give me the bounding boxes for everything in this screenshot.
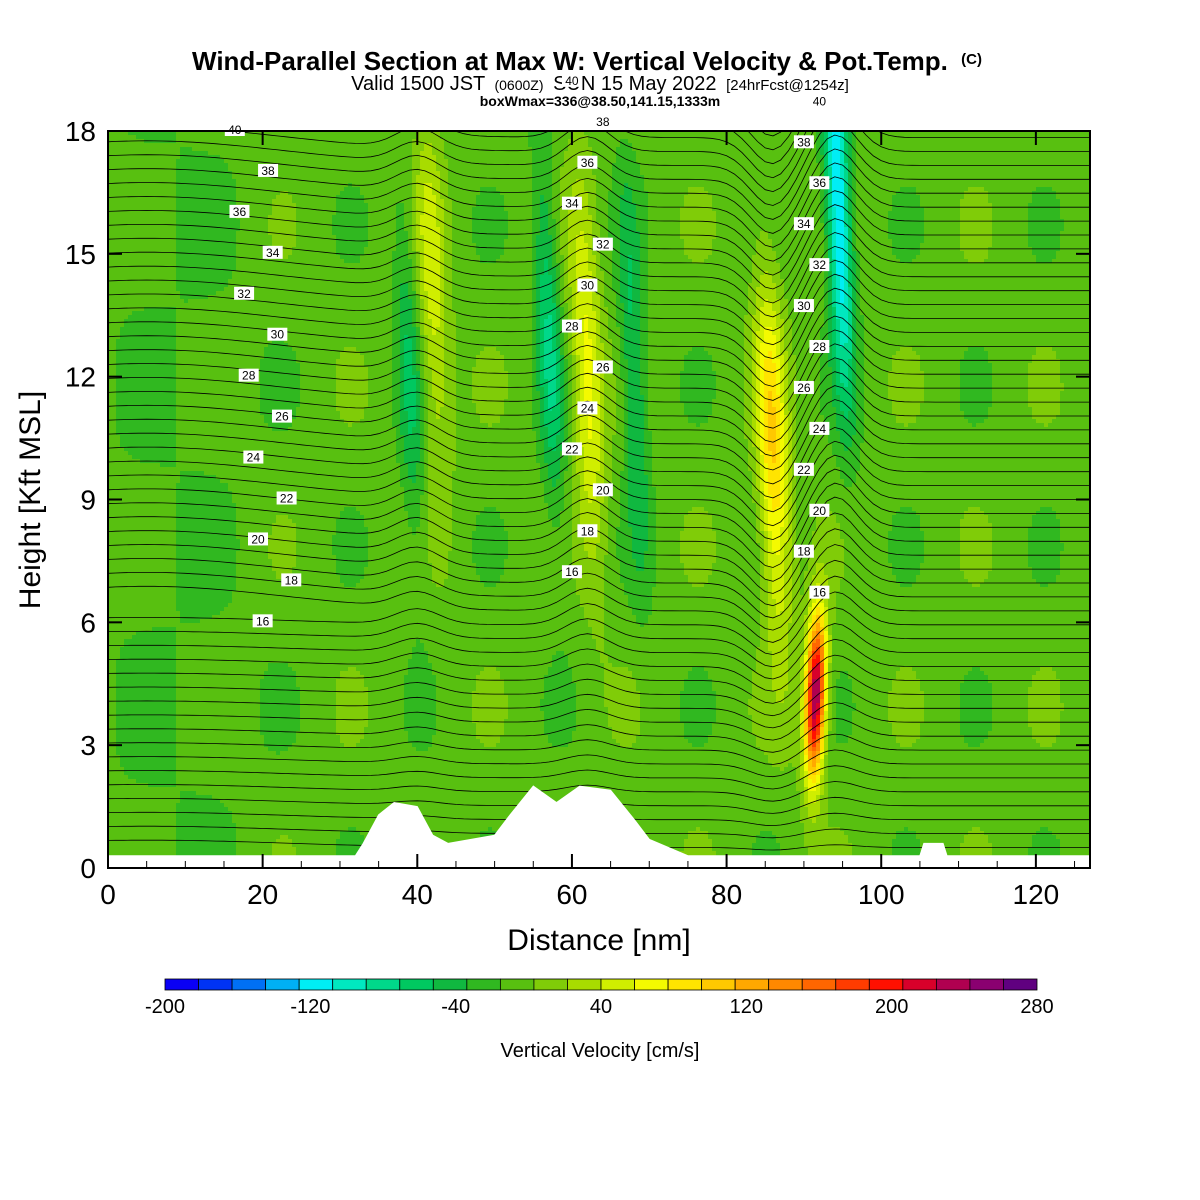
colorbar-swatch [903,979,937,990]
y-tick-label: 3 [80,730,96,761]
colorbar-swatch [199,979,233,990]
colorbar-label: Vertical Velocity [cm/s] [501,1040,700,1062]
y-tick-label: 18 [65,116,96,147]
chart-title: Wind-Parallel Section at Max W: Vertical… [192,46,982,76]
contour-label: 32 [593,238,613,252]
colorbar-swatch [836,979,870,990]
colorbar-tick-label: -40 [441,996,470,1018]
colorbar-swatch [467,979,501,990]
contour-label: 16 [809,586,829,600]
colorbar-swatch [735,979,769,990]
contour-label: 38 [593,115,613,129]
colorbar-swatch [970,979,1004,990]
colorbar-swatch [366,979,400,990]
colorbar-tick-label: 200 [875,996,908,1018]
colorbar-swatch [769,979,803,990]
colorbar-swatch [702,979,736,990]
x-tick-label: 40 [402,879,433,910]
contour-label: 26 [593,360,613,374]
x-tick-label: 60 [556,879,587,910]
contour-label: 20 [809,504,829,518]
contour-label: 18 [577,524,597,538]
colorbar-swatch [534,979,568,990]
chart: Wind-Parallel Section at Max W: Vertical… [0,0,1200,1200]
x-tick-label: 100 [858,879,905,910]
contour-label: 18 [281,573,301,587]
y-tick-label: 0 [80,853,96,884]
contour-label: 24 [243,451,263,465]
y-tick-label: 9 [80,485,96,516]
y-axis-label: Height [Kft MSL] [14,391,47,609]
y-tick-label: 15 [65,239,96,270]
contour-label: 34 [562,197,582,211]
x-axis-label: Distance [nm] [507,924,690,957]
chart-subtitle: Valid 1500 JST (0600Z) SUN 15 May 2022 [… [351,73,849,95]
contour-label: 34 [263,246,283,260]
colorbar-tick-label: -200 [145,996,185,1018]
contour-label: 16 [562,565,582,579]
contour-label: 32 [234,287,254,301]
contour-label: 30 [267,328,287,342]
chart-subtitle-2: boxWmax=336@38.50,141.15,1333m [480,93,721,109]
colorbar [165,979,1037,990]
colorbar-tick-label: 40 [590,996,612,1018]
colorbar-swatch [601,979,635,990]
colorbar-swatch [635,979,669,990]
colorbar-swatch [668,979,702,990]
contour-label: 28 [809,340,829,354]
contour-label: 30 [794,299,814,313]
x-tick-label: 80 [711,879,742,910]
contour-label: 36 [809,176,829,190]
colorbar-swatch [400,979,434,990]
colorbar-tick-label: -120 [290,996,330,1018]
contour-label: 32 [809,258,829,272]
contour-label: 30 [577,279,597,293]
x-tick-label: 20 [247,879,278,910]
colorbar-swatch [936,979,970,990]
contour-label: 22 [794,463,814,477]
y-tick-label: 6 [80,607,96,638]
y-tick-label: 12 [65,362,96,393]
colorbar-swatch [567,979,601,990]
contour-label: 20 [248,532,268,546]
colorbar-swatch [500,979,534,990]
contour-label: 26 [272,410,292,424]
colorbar-swatch [869,979,903,990]
colorbar-swatch [333,979,367,990]
contour-label: 26 [794,381,814,395]
contour-label: 22 [562,442,582,456]
colorbar-swatch [802,979,836,990]
contour-label: 36 [229,205,249,219]
colorbar-swatch [299,979,333,990]
contour-label: 28 [562,320,582,334]
colorbar-tick-labels: -200 -120 -40 40 120 200 280 [145,996,1054,1018]
contour-label: 28 [239,369,259,383]
colorbar-tick-label: 120 [730,996,763,1018]
colorbar-swatch [232,979,266,990]
contour-label: 24 [577,401,597,415]
contour-label: 22 [277,492,297,506]
contour-label: 20 [593,483,613,497]
colorbar-swatch [266,979,300,990]
colorbar-swatch [165,979,199,990]
contour-label: 16 [253,614,273,628]
colorbar-tick-label: 280 [1020,996,1053,1018]
contour-label: 18 [794,545,814,559]
contour-label: 40 [562,74,582,88]
contour-label: 38 [258,164,278,178]
x-tick-label: 120 [1013,879,1060,910]
contour-label: 40 [809,94,829,108]
colorbar-swatch [1003,979,1037,990]
x-tick-label: 0 [100,879,116,910]
contour-label: 34 [794,217,814,231]
colorbar-swatch [433,979,467,990]
contour-label: 38 [794,135,814,149]
contour-label: 24 [809,422,829,436]
contour-label: 36 [577,156,597,170]
